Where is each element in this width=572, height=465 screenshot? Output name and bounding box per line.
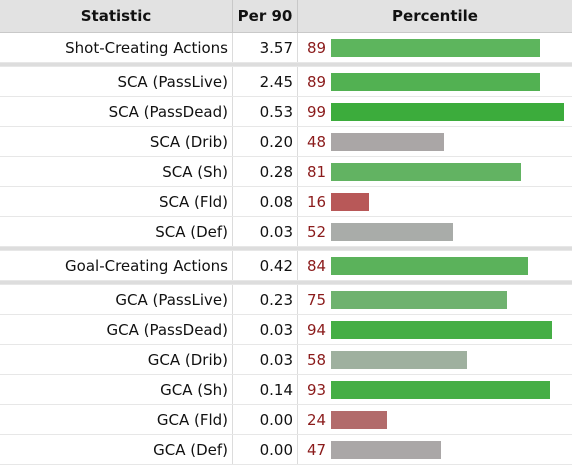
stat-name: GCA (Sh) — [0, 375, 233, 404]
percentile-cell: 48 — [298, 127, 572, 156]
per90-value: 3.57 — [233, 33, 298, 62]
stat-name: SCA (Def) — [0, 217, 233, 246]
per90-value: 0.20 — [233, 127, 298, 156]
header-percentile[interactable]: Percentile — [392, 7, 478, 25]
percentile-bar — [331, 133, 444, 151]
percentile-value: 84 — [307, 256, 327, 275]
percentile-bar — [331, 257, 528, 275]
percentile-cell: 84 — [298, 251, 572, 280]
percentile-cell: 89 — [298, 67, 572, 96]
stat-name: GCA (PassLive) — [0, 285, 233, 314]
percentile-cell: 94 — [298, 315, 572, 344]
percentile-cell: 99 — [298, 97, 572, 126]
stat-name: GCA (Fld) — [0, 405, 233, 434]
per90-value: 0.03 — [233, 345, 298, 374]
percentile-bar — [331, 351, 467, 369]
percentile-cell: 75 — [298, 285, 572, 314]
percentile-cell: 52 — [298, 217, 572, 246]
per90-value: 0.03 — [233, 315, 298, 344]
stat-name: Goal-Creating Actions — [0, 251, 233, 280]
stat-name: GCA (Drib) — [0, 345, 233, 374]
percentile-value: 93 — [307, 380, 327, 399]
percentile-value: 89 — [307, 72, 327, 91]
percentile-value: 99 — [307, 102, 327, 121]
percentile-value: 58 — [307, 350, 327, 369]
percentile-value: 52 — [307, 222, 327, 241]
stat-name: Shot-Creating Actions — [0, 33, 233, 62]
percentile-bar — [331, 411, 387, 429]
percentile-cell: 89 — [298, 33, 572, 62]
percentile-value: 94 — [307, 320, 327, 339]
per90-value: 0.23 — [233, 285, 298, 314]
percentile-value: 81 — [307, 162, 327, 181]
percentile-value: 47 — [307, 440, 327, 459]
per90-value: 0.03 — [233, 217, 298, 246]
percentile-cell: 16 — [298, 187, 572, 216]
percentile-cell: 24 — [298, 405, 572, 434]
stat-name: SCA (Fld) — [0, 187, 233, 216]
percentile-bar — [331, 73, 540, 91]
group-divider — [0, 247, 572, 251]
percentile-bar — [331, 103, 564, 121]
stat-name: SCA (PassLive) — [0, 67, 233, 96]
percentile-bar — [331, 321, 552, 339]
table-row: GCA (Fld) 0.00 24 — [0, 405, 572, 435]
table-body: Shot-Creating Actions 3.57 89 SCA (PassLive… — [0, 33, 572, 465]
percentile-value: 16 — [307, 192, 327, 211]
stat-name: SCA (Drib) — [0, 127, 233, 156]
percentile-bar — [331, 39, 540, 57]
per90-value: 0.14 — [233, 375, 298, 404]
table-row: GCA (Drib) 0.03 58 — [0, 345, 572, 375]
table-row: SCA (Drib) 0.20 48 — [0, 127, 572, 157]
per90-value: 0.42 — [233, 251, 298, 280]
table-row: Goal-Creating Actions 0.42 84 — [0, 251, 572, 281]
group-divider — [0, 281, 572, 285]
per90-value: 0.28 — [233, 157, 298, 186]
percentile-cell: 93 — [298, 375, 572, 404]
percentile-bar — [331, 223, 453, 241]
table-row: SCA (PassDead) 0.53 99 — [0, 97, 572, 127]
group-divider — [0, 63, 572, 67]
per90-value: 0.00 — [233, 435, 298, 464]
table-row: SCA (Def) 0.03 52 — [0, 217, 572, 247]
percentile-cell: 47 — [298, 435, 572, 464]
percentile-bar — [331, 441, 441, 459]
table-row: GCA (PassDead) 0.03 94 — [0, 315, 572, 345]
header-per90[interactable]: Per 90 — [233, 0, 298, 32]
stat-name: SCA (Sh) — [0, 157, 233, 186]
percentile-value: 24 — [307, 410, 327, 429]
table-row: Shot-Creating Actions 3.57 89 — [0, 33, 572, 63]
stat-name: GCA (Def) — [0, 435, 233, 464]
percentile-value: 89 — [307, 38, 327, 57]
percentile-cell: 81 — [298, 157, 572, 186]
table-header: Statistic Per 90 Percentile — [0, 0, 572, 33]
per90-value: 0.08 — [233, 187, 298, 216]
stat-name: GCA (PassDead) — [0, 315, 233, 344]
table-row: GCA (Def) 0.00 47 — [0, 435, 572, 465]
percentile-bar — [331, 193, 369, 211]
per90-value: 0.53 — [233, 97, 298, 126]
percentile-bar — [331, 291, 507, 309]
table-row: SCA (Sh) 0.28 81 — [0, 157, 572, 187]
percentile-bar — [331, 163, 521, 181]
percentile-value: 75 — [307, 290, 327, 309]
stat-name: SCA (PassDead) — [0, 97, 233, 126]
percentile-value: 48 — [307, 132, 327, 151]
header-statistic[interactable]: Statistic — [0, 0, 233, 32]
table-row: SCA (PassLive) 2.45 89 — [0, 67, 572, 97]
per90-value: 2.45 — [233, 67, 298, 96]
per90-value: 0.00 — [233, 405, 298, 434]
percentile-cell: 58 — [298, 345, 572, 374]
table-row: GCA (PassLive) 0.23 75 — [0, 285, 572, 315]
table-row: SCA (Fld) 0.08 16 — [0, 187, 572, 217]
percentile-bar — [331, 381, 550, 399]
table-row: GCA (Sh) 0.14 93 — [0, 375, 572, 405]
